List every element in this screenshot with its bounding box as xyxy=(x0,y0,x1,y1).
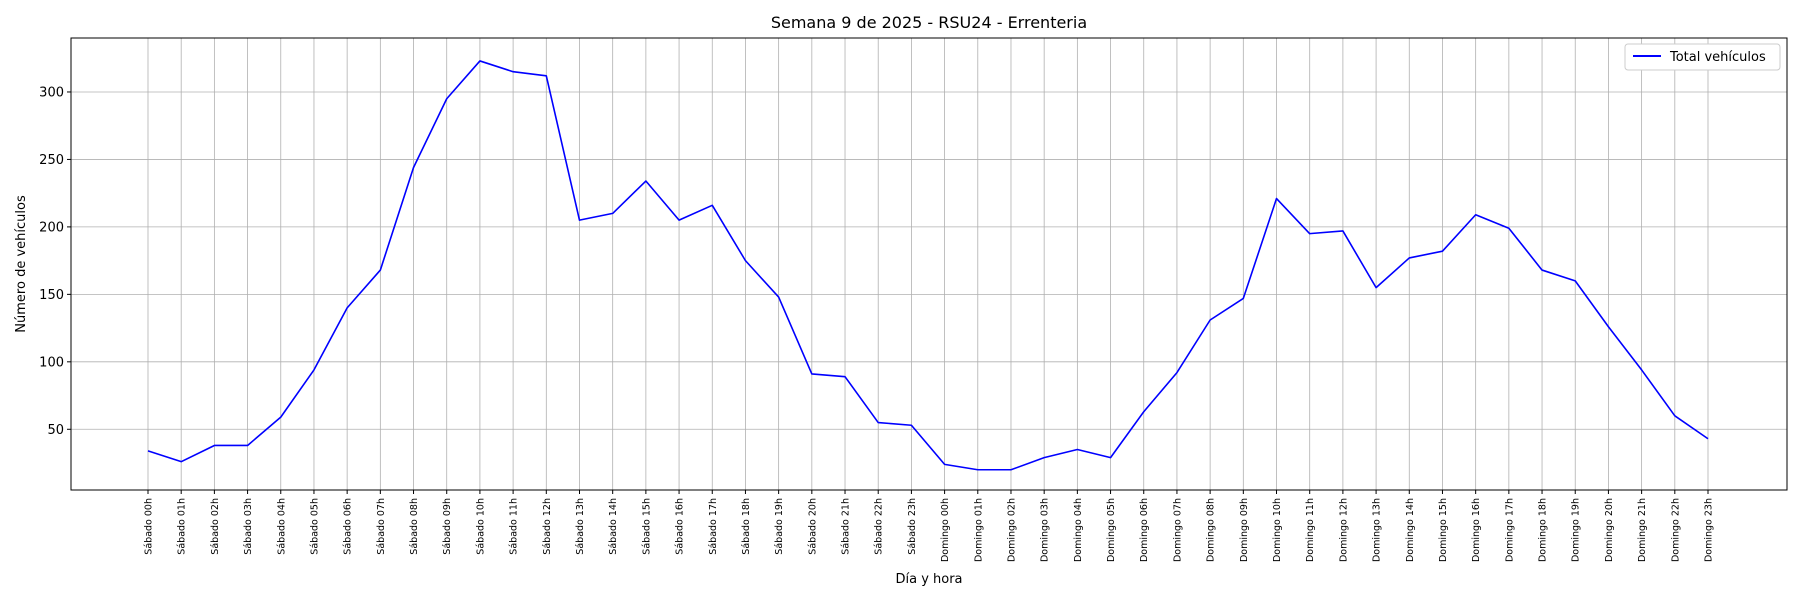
series-line xyxy=(147,60,1709,471)
legend-label: Total vehículos xyxy=(1669,50,1766,65)
legend-box xyxy=(1624,43,1781,71)
x-tick-label: Sábado 23h xyxy=(907,498,918,555)
x-tick-label: Sábado 18h xyxy=(741,498,752,555)
x-tick-label: Domingo 04h xyxy=(1073,498,1084,562)
x-tick-label: Sábado 19h xyxy=(774,498,785,555)
x-tick-label: Sábado 09h xyxy=(442,498,453,555)
x-tick-label: Sábado 14h xyxy=(608,498,619,555)
x-tick-label: Domingo 22h xyxy=(1670,498,1681,562)
x-tick-label: Domingo 14h xyxy=(1405,498,1416,562)
x-tick-label: Domingo 06h xyxy=(1139,498,1150,562)
x-tick-label: Domingo 01h xyxy=(973,498,984,562)
x-tick-label: Domingo 23h xyxy=(1704,498,1715,562)
x-tick-label: Sábado 06h xyxy=(343,498,354,555)
y-axis: 50 100 150 200 250 300 xyxy=(39,85,71,438)
x-tick-label: Domingo 11h xyxy=(1305,498,1316,562)
legend: Total vehículos xyxy=(1624,43,1781,71)
x-tick-label: Domingo 12h xyxy=(1338,498,1349,562)
x-tick-label: Sábado 07h xyxy=(376,498,387,555)
x-tick-label: Domingo 08h xyxy=(1206,498,1217,562)
x-tick-label: Domingo 19h xyxy=(1571,498,1582,562)
y-tick-label: 50 xyxy=(47,423,64,438)
x-tick-label: Sábado 12h xyxy=(542,498,553,555)
x-tick-label: Domingo 10h xyxy=(1272,498,1283,562)
y-tick-label: 300 xyxy=(39,85,64,100)
x-tick-label: Sábado 13h xyxy=(575,498,586,555)
y-axis-label: Número de vehículos xyxy=(14,195,29,333)
y-tick-label: 200 xyxy=(39,220,64,235)
x-tick-label: Domingo 03h xyxy=(1040,498,1051,562)
data-line-group xyxy=(147,60,1709,471)
x-tick-label: Domingo 09h xyxy=(1239,498,1250,562)
x-tick-label: Sábado 04h xyxy=(276,498,287,555)
x-tick-label: Domingo 21h xyxy=(1637,498,1648,562)
x-tick-label: Domingo 02h xyxy=(1006,498,1017,562)
chart-title: Semana 9 de 2025 - RSU24 - Errenteria xyxy=(771,13,1087,32)
x-tick-label: Sábado 10h xyxy=(475,498,486,555)
x-tick-label: Sábado 01h xyxy=(177,498,188,555)
x-tick-label: Sábado 22h xyxy=(874,498,885,555)
x-tick-label: Sábado 15h xyxy=(641,498,652,555)
y-tick-label: 150 xyxy=(39,288,64,303)
x-tick-label: Domingo 17h xyxy=(1504,498,1515,562)
x-tick-label: Sábado 11h xyxy=(509,498,520,555)
y-tick-label: 100 xyxy=(39,355,64,370)
x-axis: Sábado 00h Sábado 01h Sábado 02h Sábado 03h… xyxy=(144,490,1715,562)
x-tick-label: Sábado 03h xyxy=(243,498,254,555)
x-tick-label: Sábado 08h xyxy=(409,498,420,555)
x-tick-label: Domingo 13h xyxy=(1372,498,1383,562)
x-tick-label: Domingo 20h xyxy=(1604,498,1615,562)
x-tick-label: Domingo 18h xyxy=(1538,498,1549,562)
x-tick-label: Sábado 02h xyxy=(210,498,221,555)
x-tick-label: Sábado 20h xyxy=(807,498,818,555)
x-tick-label: Sábado 21h xyxy=(841,498,852,555)
x-tick-label: Sábado 17h xyxy=(708,498,719,555)
x-tick-label: Domingo 16h xyxy=(1471,498,1482,562)
x-axis-label: Día y hora xyxy=(895,572,962,587)
x-tick-label: Sábado 05h xyxy=(309,498,320,555)
x-tick-label: Domingo 00h xyxy=(940,498,951,562)
x-tick-label: Sábado 16h xyxy=(675,498,686,555)
plot-frame xyxy=(70,37,1788,491)
x-tick-label: Domingo 07h xyxy=(1172,498,1183,562)
x-tick-label: Sábado 00h xyxy=(144,498,155,555)
grid xyxy=(71,38,1787,490)
y-tick-label: 250 xyxy=(39,153,64,168)
x-tick-label: Domingo 05h xyxy=(1106,498,1117,562)
x-tick-label: Domingo 15h xyxy=(1438,498,1449,562)
